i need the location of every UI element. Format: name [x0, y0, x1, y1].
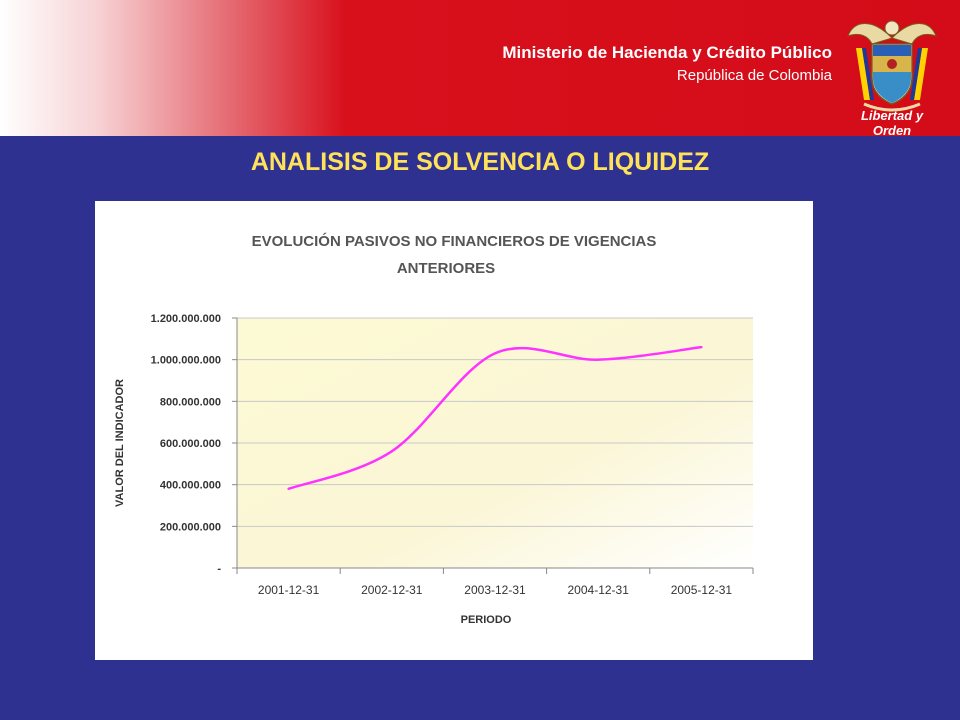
y-tick-label: 400.000.000	[160, 480, 221, 492]
x-tick-label: 2004-12-31	[568, 583, 630, 597]
axes	[236, 318, 754, 574]
x-tick-labels: 2001-12-31 2002-12-31 2003-12-31 2004-12-31…	[258, 583, 733, 597]
x-tick-label: 2003-12-31	[464, 583, 526, 597]
header-banner: Ministerio de Hacienda y Crédito Público…	[0, 0, 960, 138]
chart-panel: EVOLUCIÓN PASIVOS NO FINANCIEROS DE VIGE…	[95, 201, 813, 660]
data-point	[700, 345, 703, 349]
ministry-block: Ministerio de Hacienda y Crédito Público…	[502, 42, 832, 86]
country-name: República de Colombia	[676, 67, 832, 84]
y-axis-label: VALOR DEL INDICADOR	[114, 379, 126, 507]
x-axis-label: PERIODO	[461, 614, 512, 626]
y-tick-label: 600.000.000	[160, 438, 221, 450]
y-tick-label: 1.000.000.000	[151, 355, 221, 367]
data-point	[390, 450, 393, 453]
slide-title: ANALISIS DE SOLVENCIA O LIQUIDEZ	[250, 148, 710, 176]
x-tick-label: 2002-12-31	[361, 583, 423, 597]
chart-title-line-1: EVOLUCIÓN PASIVOS NO FINANCIEROS DE VIGE…	[252, 232, 657, 250]
y-tick-label: -	[217, 563, 221, 575]
data-point	[493, 352, 497, 355]
colombia-coat-of-arms-icon	[847, 20, 937, 112]
y-tick-labels: - 200.000.000 400.000.000 600.000.000 800.00…	[151, 313, 222, 575]
gridlines	[232, 317, 753, 569]
x-tick-label: 2001-12-31	[258, 583, 320, 597]
data-point	[287, 487, 290, 491]
data-point	[597, 358, 600, 361]
motto-text: Libertad y Orden	[860, 108, 924, 138]
y-tick-label: 200.000.000	[160, 521, 221, 533]
chart-title-line-2: ANTERIORES	[397, 260, 495, 277]
line-chart: EVOLUCIÓN PASIVOS NO FINANCIEROS DE VIGE…	[114, 232, 754, 626]
y-tick-label: 800.000.000	[160, 396, 221, 408]
series-lines	[287, 345, 703, 491]
y-tick-label: 1.200.000.000	[151, 313, 221, 325]
ministry-name: Ministerio de Hacienda y Crédito Público	[502, 43, 832, 62]
x-tick-label: 2005-12-31	[671, 583, 733, 597]
